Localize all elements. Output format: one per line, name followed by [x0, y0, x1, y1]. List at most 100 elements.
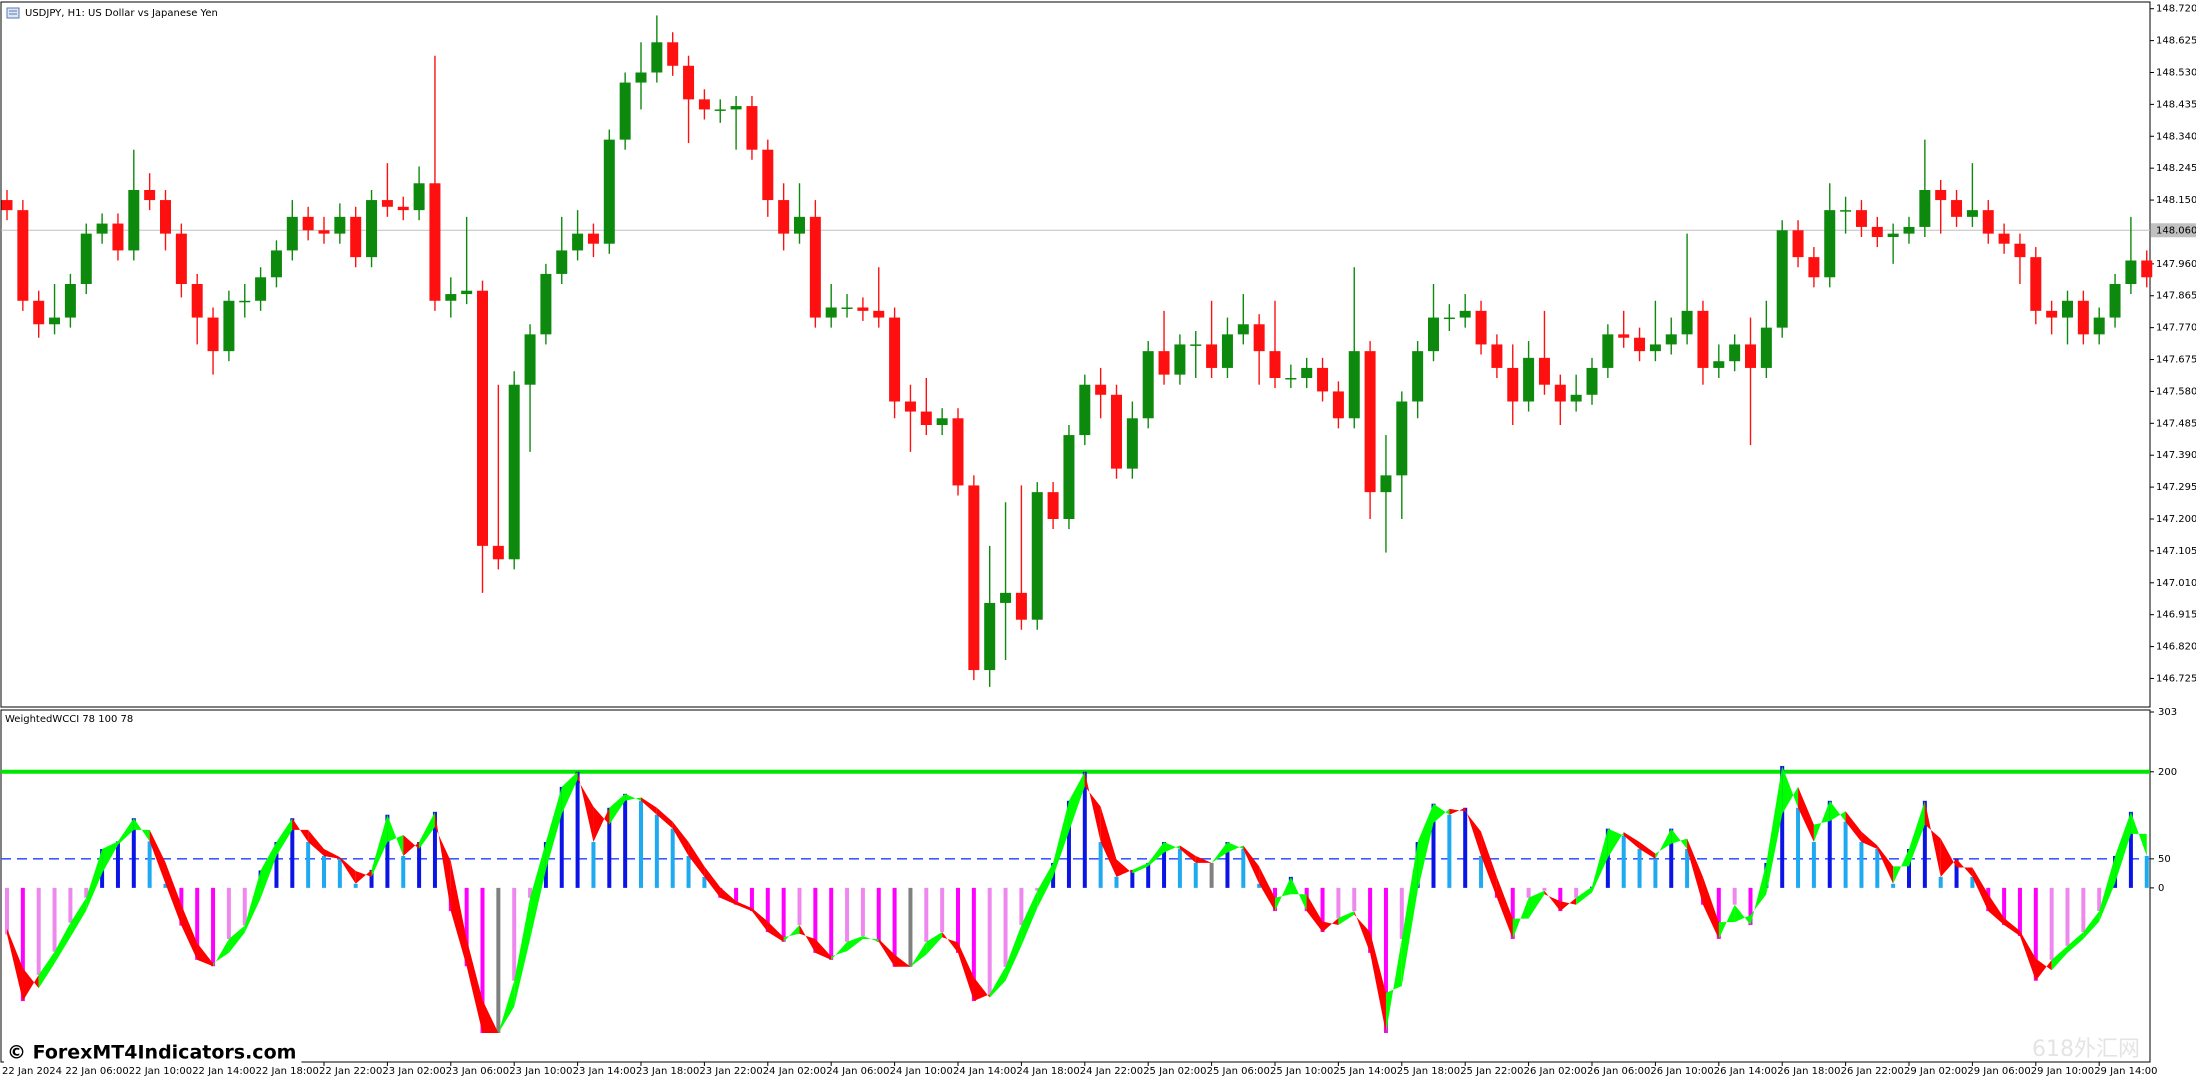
signal-band	[498, 980, 515, 1033]
histogram-bar	[274, 842, 279, 888]
candle-body	[1554, 384, 1566, 402]
signal-band	[1401, 842, 1418, 986]
signal-band	[1211, 842, 1228, 863]
signal-band	[22, 967, 39, 1002]
candle-body	[144, 189, 156, 201]
candle-body	[1443, 317, 1455, 320]
candle-body	[952, 418, 964, 486]
histogram-bar	[987, 887, 992, 995]
histogram-bar	[1859, 842, 1864, 888]
signal-band	[593, 806, 610, 843]
histogram-bar	[2002, 887, 2007, 926]
histogram-bar	[1114, 876, 1119, 888]
histogram-bar	[1732, 887, 1737, 905]
candle-body	[33, 300, 45, 325]
candle-body	[1491, 344, 1503, 368]
x-tick-label: 22 Jan 2024	[2, 1066, 62, 1077]
signal-band	[2019, 930, 2036, 981]
signal-band	[926, 931, 943, 955]
signal-band	[324, 848, 340, 859]
candle-body	[1871, 226, 1883, 237]
icon-box	[6, 7, 20, 19]
candle-body	[1966, 210, 1978, 217]
histogram-bar	[2081, 887, 2086, 932]
histogram-bar	[654, 814, 659, 888]
signal-band	[1655, 828, 1672, 859]
signal-band	[1084, 771, 1101, 843]
candle-body	[112, 223, 124, 251]
histogram-bar	[670, 828, 675, 888]
watermark-box	[4, 1040, 302, 1066]
histogram-bar	[464, 887, 469, 967]
candle-body	[619, 82, 631, 140]
candle-body	[524, 334, 536, 385]
x-tick-label: 23 Jan 10:00	[509, 1066, 572, 1077]
x-tick-label: 22 Jan 22:00	[319, 1066, 382, 1077]
candle-body	[1919, 189, 1931, 227]
histogram-bar	[892, 887, 897, 967]
signal-band	[1972, 867, 1989, 912]
histogram-bar	[924, 887, 929, 942]
signal-band	[403, 835, 420, 856]
histogram-bar	[2017, 887, 2022, 937]
candle-body	[128, 189, 140, 251]
candle-body	[857, 307, 869, 311]
histogram-bar	[1605, 828, 1610, 888]
signal-band	[1639, 842, 1656, 859]
histogram-bar	[2097, 887, 2102, 912]
histogram-bar	[2033, 887, 2038, 981]
histogram-bar	[702, 876, 707, 888]
histogram-bar	[559, 786, 564, 888]
histogram-bar	[1336, 887, 1341, 919]
signal-band	[514, 897, 531, 1007]
signal-band	[1243, 845, 1260, 884]
candle-body	[96, 223, 108, 234]
candle-body	[1586, 367, 1598, 395]
signal-band	[1370, 931, 1386, 1033]
x-tick-label: 23 Jan 22:00	[699, 1066, 762, 1077]
signal-band	[1671, 828, 1688, 849]
signal-band	[1179, 845, 1196, 863]
signal-band	[847, 936, 863, 952]
histogram-bar	[765, 887, 770, 932]
x-tick-label: 24 Jan 10:00	[890, 1066, 953, 1077]
signal-band	[1560, 897, 1577, 912]
histogram-bar	[623, 793, 628, 888]
candle-body	[825, 307, 837, 318]
y-tick-label: 147.295	[2156, 482, 2196, 493]
candle-body	[587, 233, 599, 244]
y-tick-label: 147.865	[2156, 291, 2196, 302]
x-tick-label: 25 Jan 22:00	[1460, 1066, 1523, 1077]
histogram-bar	[1066, 800, 1071, 888]
histogram-bar	[401, 855, 406, 888]
signal-band	[1607, 828, 1624, 858]
histogram-bar	[1685, 848, 1690, 888]
candle-body	[1776, 230, 1788, 328]
watermark: © ForexMT4Indicators.com	[7, 1042, 296, 1064]
signal-band	[308, 829, 324, 856]
histogram-bar	[1399, 887, 1404, 939]
signal-band	[482, 999, 499, 1033]
candle-body	[1665, 334, 1677, 345]
signal-band	[1623, 832, 1640, 849]
histogram-bar	[940, 887, 945, 932]
chart-title: USDJPY, H1: US Dollar vs Japanese Yen	[25, 8, 218, 19]
signal-band	[831, 941, 848, 960]
candle-body	[270, 250, 282, 278]
candle-body	[667, 42, 679, 66]
histogram-bar	[369, 869, 374, 888]
signal-band	[1766, 765, 1783, 895]
signal-band	[1227, 842, 1244, 853]
candle-body	[698, 99, 710, 110]
x-tick-label: 26 Jan 10:00	[1650, 1066, 1713, 1077]
histogram-bar	[417, 842, 422, 888]
histogram-bar	[1431, 803, 1436, 888]
signal-band	[1576, 886, 1592, 905]
histogram-bar	[1653, 858, 1658, 888]
candle-body	[191, 283, 203, 318]
candle-body	[1507, 367, 1519, 402]
candle-body	[2109, 283, 2121, 318]
signal-band	[1829, 800, 1846, 822]
histogram-bar	[1146, 862, 1151, 888]
